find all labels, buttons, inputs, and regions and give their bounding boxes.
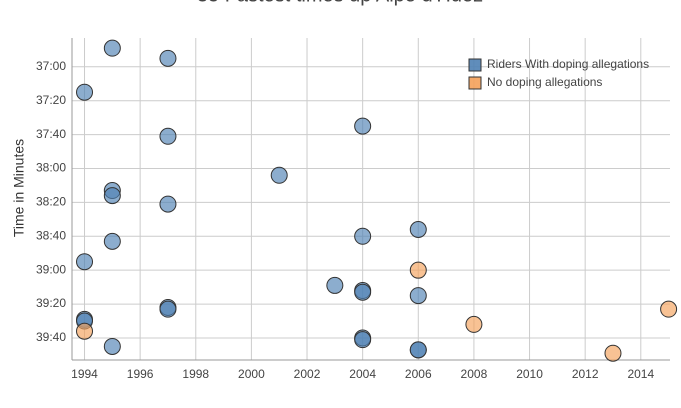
y-tick-label: 39:40 [36, 330, 66, 344]
data-point [103, 337, 121, 355]
data-point [409, 221, 427, 239]
x-tick-label: 2010 [516, 367, 543, 381]
x-tick-label: 2008 [461, 367, 488, 381]
data-point [159, 300, 177, 318]
data-point [354, 331, 372, 349]
y-tick-label: 38:00 [36, 161, 66, 175]
y-tick-label: 38:20 [36, 195, 66, 209]
data-point [409, 341, 427, 359]
data-point [270, 166, 288, 184]
x-tick-label: 2004 [349, 367, 376, 381]
legend-swatch [468, 58, 482, 72]
data-point [354, 117, 372, 135]
data-point [76, 253, 94, 271]
legend-label: Riders With doping allegations [487, 57, 649, 71]
data-point [76, 322, 94, 340]
data-point [76, 83, 94, 101]
data-point [465, 315, 483, 333]
data-point [354, 283, 372, 301]
data-point [103, 187, 121, 205]
x-tick-label: 2002 [294, 367, 321, 381]
y-tick-label: 37:00 [36, 59, 66, 73]
y-tick-label: 37:20 [36, 93, 66, 107]
data-point [103, 39, 121, 57]
y-tick-label: 39:00 [36, 262, 66, 276]
x-tick-label: 2012 [572, 367, 599, 381]
y-axis-label: Time in Minutes [11, 139, 27, 237]
data-point [604, 344, 622, 362]
data-point [103, 232, 121, 250]
data-point [326, 276, 344, 294]
x-tick-label: 1998 [182, 367, 209, 381]
y-tick-label: 38:40 [36, 228, 66, 242]
data-point [159, 127, 177, 145]
x-tick-label: 2000 [238, 367, 265, 381]
x-tick-label: 1996 [127, 367, 154, 381]
y-tick-label: 39:20 [36, 296, 66, 310]
data-point [660, 300, 678, 318]
x-tick-label: 1994 [71, 367, 98, 381]
x-tick-label: 2006 [405, 367, 432, 381]
legend-label: No doping allegations [487, 75, 602, 89]
x-tick-label: 2014 [627, 367, 654, 381]
y-tick-label: 37:40 [36, 127, 66, 141]
data-point [159, 195, 177, 213]
data-point [409, 261, 427, 279]
data-point [409, 287, 427, 305]
chart-title: 35 Fastest times up Alpe d'Huez [197, 0, 483, 6]
data-point [159, 49, 177, 67]
data-point [354, 227, 372, 245]
legend-swatch [468, 76, 482, 90]
